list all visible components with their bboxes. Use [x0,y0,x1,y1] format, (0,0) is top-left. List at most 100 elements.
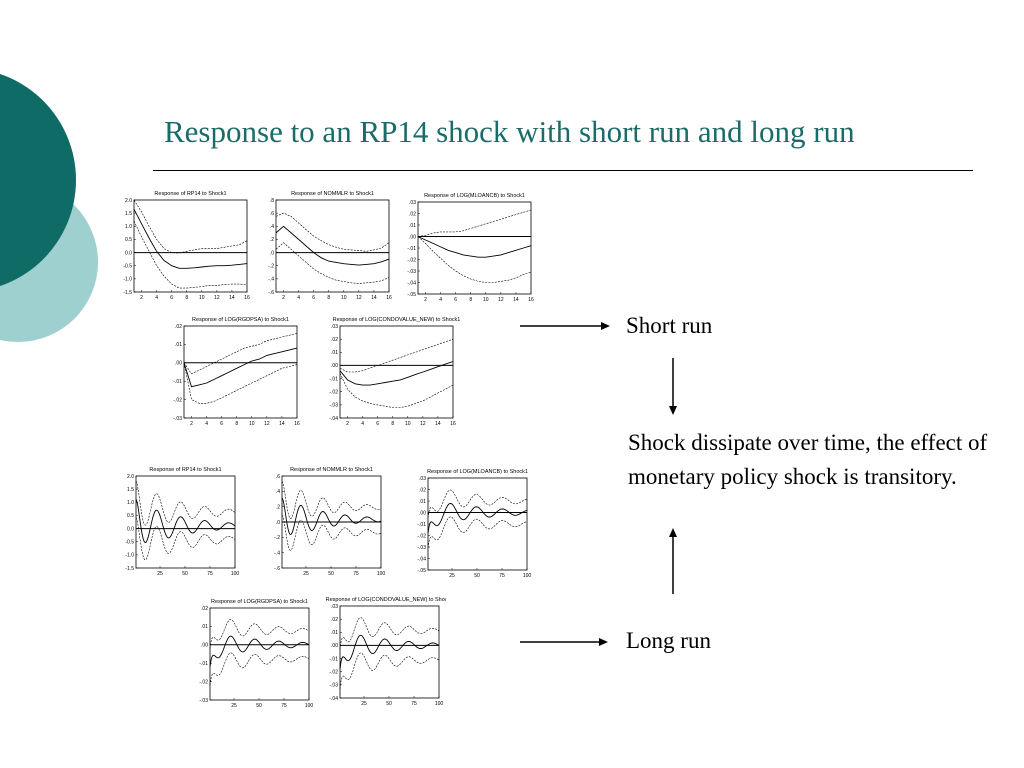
impulse-response-line [209,635,310,667]
chart-short-rgdpsa: Response of LOG(RGDPSA) to Shock1 .02 .01.… [173,317,300,427]
y-tick-label: .03 [409,200,416,206]
long-run-arrow [520,638,608,646]
impulse-response-line [417,236,532,258]
impulse-response-line [427,503,528,534]
x-tick-label: 4 [155,295,158,301]
x-tick-label: 75 [207,571,213,577]
x-tick-label: 6 [312,295,315,301]
chart-long-rgdpsa: Response of LOG(RGDPSA) to Shock1.02 .01.… [199,599,314,709]
y-tick-label: .03 [331,324,338,330]
y-tick-label: -.05 [417,568,426,574]
y-tick-label: -1.5 [125,566,134,572]
y-tick-label: .2 [276,504,280,510]
x-tick-label: 8 [391,421,394,427]
x-tick-label: 100 [305,703,314,709]
x-tick-label: 12 [214,295,220,301]
plot-frame [209,607,310,701]
x-tick-label: 6 [220,421,223,427]
y-tick-label: .6 [276,474,280,480]
confidence-band-line [417,209,532,237]
x-tick-label: 8 [235,421,238,427]
y-tick-label: -.02 [417,533,426,539]
y-tick-label: .01 [331,630,338,636]
x-tick-label: 8 [327,295,330,301]
y-tick-label: .02 [419,487,426,493]
chart-title: Response of LOG(RGDPSA) to Shock1 [192,317,289,323]
x-tick-label: 12 [264,421,270,427]
chart-title: Response of LOG(RGDPSA) to Shock1 [211,599,308,605]
y-tick-label: -.02 [173,397,182,403]
x-tick-label: 10 [249,421,255,427]
y-tick-label: -0.5 [123,264,132,270]
y-tick-label: -.01 [407,246,416,252]
x-tick-label: 14 [435,421,441,427]
x-tick-label: 14 [513,297,519,303]
y-tick-label: -.04 [329,696,338,702]
y-tick-label: .00 [409,234,416,240]
y-tick-label: .00 [201,643,208,649]
y-tick-label: -.02 [329,670,338,676]
y-tick-label: .02 [409,211,416,217]
y-tick-label: -1.0 [125,553,134,559]
impulse-response-line [135,498,236,543]
y-tick-label: .2 [270,237,274,243]
x-tick-label: 50 [256,703,262,709]
y-tick-label: .02 [201,606,208,612]
y-tick-label: -.4 [268,277,274,283]
x-tick-label: 75 [281,703,287,709]
y-tick-label: .6 [270,211,274,217]
chart-title: Response of LOG(CONDOVALUE_NEW) to Shock… [333,317,460,323]
short-run-label: Short run [626,313,713,338]
confidence-band-lower [135,517,236,561]
confidence-band-upper [339,617,440,650]
confidence-band-upper [427,489,528,519]
y-tick-label: .02 [331,337,338,343]
y-tick-label: .03 [331,604,338,610]
up-arrow [669,528,677,594]
title-underline [153,170,973,171]
x-tick-label: 50 [182,571,188,577]
y-tick-label: .0 [276,520,280,526]
chart-title: Response of NOMMLR to Shock1 [291,191,374,197]
x-tick-label: 2 [190,421,193,427]
x-tick-label: 12 [498,297,504,303]
x-tick-label: 2 [346,421,349,427]
y-tick-label: -1.0 [123,277,132,283]
x-tick-label: 16 [244,295,250,301]
x-tick-label: 4 [361,421,364,427]
chart-long-mloancb: Response of LOG(MLOANCB) to Shock1.03 .02… [417,469,532,579]
confidence-band-line [339,373,454,408]
y-tick-label: -.02 [407,257,416,263]
confidence-band-upper [209,619,310,649]
y-tick-label: 1.0 [127,500,134,506]
y-tick-label: .00 [331,363,338,369]
impulse-response-line [275,225,390,266]
y-tick-label: .01 [201,624,208,630]
x-tick-label: 100 [231,571,240,577]
x-tick-label: 4 [439,297,442,303]
impulse-response-line [281,497,382,535]
x-tick-label: 75 [353,571,359,577]
x-tick-label: 100 [523,573,532,579]
x-tick-label: 10 [405,421,411,427]
y-tick-label: -.01 [329,376,338,382]
y-tick-label: .00 [419,510,426,516]
x-tick-label: 10 [199,295,205,301]
x-tick-label: 75 [499,573,505,579]
y-tick-label: -.6 [268,290,274,296]
x-tick-label: 6 [376,421,379,427]
y-tick-label: -.03 [173,416,182,422]
y-tick-label: .8 [270,198,274,204]
x-tick-label: 6 [454,297,457,303]
confidence-band-line [339,338,454,373]
x-tick-label: 25 [361,701,367,707]
y-tick-label: .01 [331,350,338,356]
chart-title: Response of LOG(MLOANCB) to Shock1 [424,193,525,199]
impulse-response-line [339,634,440,670]
x-tick-label: 75 [411,701,417,707]
plot-frame [183,325,298,419]
y-tick-label: -.03 [199,698,208,704]
confidence-band-line [183,333,298,375]
